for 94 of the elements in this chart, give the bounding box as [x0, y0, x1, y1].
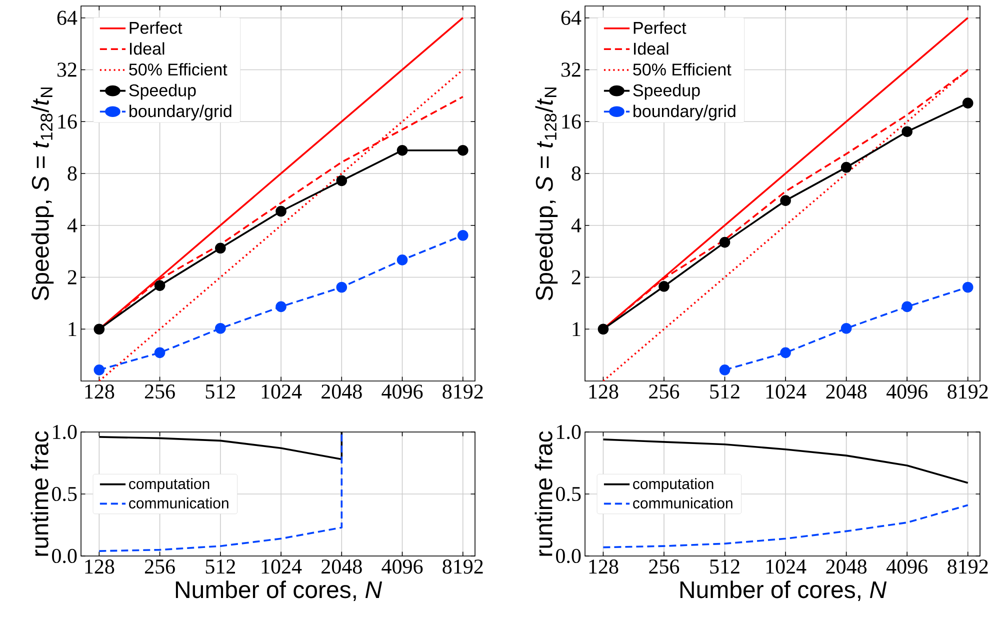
y-tick-label: 0.0 — [52, 548, 77, 564]
point — [336, 175, 348, 186]
point — [215, 242, 226, 254]
point — [396, 144, 408, 156]
y-tick-label: 4 — [67, 218, 78, 232]
point — [780, 195, 791, 206]
point — [658, 280, 670, 292]
point — [902, 301, 912, 312]
x-tick-label: 512 — [710, 384, 740, 399]
y-tick-label: 0.5 — [556, 486, 581, 502]
y-tick-label: 1.0 — [53, 424, 77, 440]
point — [840, 322, 852, 334]
x-tick-label: 512 — [206, 560, 236, 574]
x-tick-label: 256 — [144, 560, 175, 574]
x-tick-label: 2048 — [322, 560, 362, 574]
point — [598, 324, 609, 335]
x-tick-label: 4096 — [382, 560, 423, 574]
x-tick-label: 512 — [206, 384, 236, 399]
x-tick-label: 1024 — [766, 384, 806, 399]
x-axis-title: Number of cores, N — [680, 580, 887, 602]
point — [719, 236, 730, 248]
legend-label: Perfect — [634, 21, 686, 34]
x-tick-label: 4096 — [886, 384, 928, 399]
legend-label: 50% Efficient — [129, 63, 228, 76]
x-tick-label: 1024 — [262, 560, 302, 574]
legend-label: communication — [129, 498, 228, 509]
point — [902, 126, 912, 138]
point — [780, 347, 791, 358]
x-tick-label: 8192 — [948, 384, 988, 399]
y-tick-label: 2 — [68, 270, 76, 284]
x-tick-label: 8192 — [442, 560, 483, 574]
point — [336, 282, 348, 293]
x-tick-label: 2048 — [826, 560, 867, 574]
point — [457, 144, 468, 156]
y-tick-label: 8 — [572, 166, 581, 181]
x-tick-label: 256 — [649, 384, 680, 399]
x-axis-title: Number of cores, N — [176, 580, 382, 602]
x-tick-label: 4096 — [886, 560, 928, 574]
legend-label: Ideal — [130, 42, 164, 55]
point — [457, 230, 468, 241]
y-tick-label: 16 — [562, 114, 581, 129]
legend-label: computation — [129, 478, 210, 492]
legend-label: computation — [633, 478, 714, 492]
point — [719, 364, 730, 376]
legend-label: boundary/grid — [634, 104, 736, 121]
legend-label: boundary/grid — [130, 104, 232, 121]
x-tick-label: 256 — [144, 384, 175, 399]
y-tick-label: 0.0 — [556, 548, 581, 564]
y-tick-label: 8 — [68, 166, 77, 181]
x-tick-label: 1024 — [766, 560, 806, 574]
y-tick-label: 32 — [57, 62, 76, 77]
point — [840, 162, 852, 173]
x-tick-label: 128 — [589, 384, 618, 399]
y-tick-label: 32 — [561, 62, 580, 77]
legend-label: Ideal — [634, 42, 668, 55]
legend-label: Speedup — [129, 84, 196, 100]
x-tick-label: 2048 — [826, 384, 867, 399]
y-axis-title: runtime frac — [534, 431, 552, 556]
y-tick-label: 1 — [572, 322, 580, 336]
legend-label: Perfect — [130, 21, 182, 34]
y-axis-title: runtime frac — [30, 431, 48, 556]
x-tick-label: 512 — [710, 560, 740, 574]
x-tick-label: 1024 — [262, 384, 302, 399]
point — [396, 254, 408, 266]
x-tick-label: 2048 — [322, 384, 362, 399]
y-tick-label: 4 — [571, 218, 582, 232]
y-tick-label: 0.5 — [52, 486, 77, 502]
point — [962, 98, 974, 108]
x-tick-label: 4096 — [382, 384, 423, 399]
point — [94, 364, 105, 376]
point — [154, 280, 166, 291]
point — [962, 282, 974, 293]
point — [276, 206, 286, 217]
legend-label: Speedup — [633, 84, 700, 100]
point — [154, 347, 166, 358]
y-tick-label: 16 — [58, 114, 77, 129]
point — [215, 322, 226, 334]
legend-label: 50% Efficient — [633, 63, 732, 76]
x-tick-label: 8192 — [442, 384, 483, 399]
y-tick-label: 2 — [572, 270, 580, 284]
x-tick-label: 256 — [649, 560, 680, 574]
y-axis-title: Speedup, S = t$_{128}$/t$_{N}$ — [31, 88, 54, 300]
x-tick-label: 128 — [85, 384, 114, 399]
y-tick-label: 1 — [68, 322, 76, 336]
point — [94, 324, 105, 335]
y-tick-label: 1.0 — [557, 424, 581, 440]
point — [276, 301, 286, 312]
y-tick-label: 64 — [561, 10, 582, 25]
legend-label: communication — [633, 498, 732, 509]
x-tick-label: 128 — [589, 560, 618, 574]
y-tick-label: 64 — [57, 10, 78, 25]
x-tick-label: 8192 — [948, 560, 988, 574]
x-tick-label: 128 — [85, 560, 114, 574]
y-axis-title: Speedup, S = t$_{128}$/t$_{N}$ — [535, 88, 558, 300]
